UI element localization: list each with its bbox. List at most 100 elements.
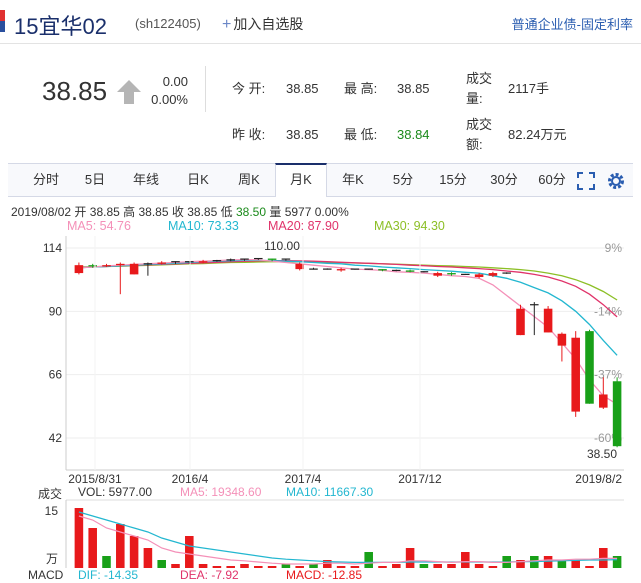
tab-monthly-k[interactable]: 月K [275,163,327,197]
tab-yearline[interactable]: 年线 [132,172,159,187]
volume-ma10-line [78,511,618,564]
divider [205,66,206,112]
volume-bar [557,560,567,568]
x-tick-label: 2017/12 [398,472,442,486]
prev-close-value: 38.85 [286,127,319,142]
volume-bar [102,556,111,568]
volume-bar [198,564,208,568]
stock-header: 15宜华02 (sh122405) + 加入自选股 普通企业债-固定利率 [0,0,641,44]
volume-bar [74,508,84,568]
volume-bar [267,566,277,568]
volume-bar [461,552,470,568]
volume-bar [392,564,401,568]
prev-close-label: 昨 收: [232,127,266,142]
candle-body [129,263,139,275]
volume-bar [226,566,235,568]
volume-bar [419,564,429,568]
ma5-line [78,258,618,405]
add-to-watchlist-button[interactable]: + 加入自选股 [222,14,303,34]
tab-60min[interactable]: 60分 [538,172,566,187]
kline-info-line: 2019/08/02 开 38.85 高 38.85 收 38.85 低 38.… [11,203,349,220]
price-change: 0.00 0.00% [150,73,188,109]
info-date: 2019/08/02 [11,205,72,219]
bond-category: 普通企业债-固定利率 [511,17,633,32]
volume-bar [612,556,622,568]
open-value: 38.85 [286,81,319,96]
macd-dif-legend: DIF: -14.35 [78,568,139,582]
period-tabs: 分时 5日 年线 日K 周K 月K 年K 5分 15分 30分 60分 [8,163,633,197]
ma5-legend: MA5: 54.76 [67,219,131,233]
last-price-label: 38.50 [587,447,617,461]
candle-body [474,274,484,278]
tab-30min[interactable]: 30分 [490,172,518,187]
info-low: 38.50 [235,205,266,219]
info-pct: 0.00% [314,205,349,219]
volume-bar [254,566,263,568]
candle-body [585,331,594,404]
volume-bar [433,564,442,568]
amount-value: 82.24万元 [508,127,567,142]
volume-bar [281,564,291,568]
volume-bar [129,536,139,568]
volume-y-tick: 15 [45,504,59,518]
volume-ma5-legend: MA5: 19348.60 [180,485,262,499]
ma30-legend: MA30: 94.30 [374,219,445,233]
amount-label-2: 额: [466,137,483,152]
volume-bar [336,566,346,568]
pct-tick-label: 9% [605,241,623,255]
change-value: 0.00 [162,74,188,89]
candle-body [116,263,125,266]
candle-body [157,262,166,264]
volume-label-2: 量: [466,91,483,106]
volume-bar [378,566,387,568]
settings-gear-icon[interactable] [606,171,626,191]
tab-15min[interactable]: 15分 [439,172,467,187]
info-high: 38.85 [138,205,169,219]
candle-body [88,265,97,267]
y-tick-label: 42 [49,431,63,445]
y-tick-label: 114 [43,241,62,255]
candle-body [74,265,84,274]
volume-bar [543,556,553,568]
volume-bar [364,552,373,568]
candle-body [295,263,304,270]
candle-body [198,261,208,263]
tab-weekly-k[interactable]: 周K [238,172,260,187]
volume-bar [474,564,484,568]
exchange-flag-icon [0,10,5,32]
volume-bar [571,560,580,568]
candle-body [571,337,580,412]
volume-bar [240,564,249,568]
volume-bar [143,548,153,568]
max-price-label: 110.00 [264,239,300,253]
volume-bar [585,566,594,568]
ma10-legend: MA10: 73.33 [168,219,239,233]
tab-intraday[interactable]: 分时 [32,172,59,187]
info-open-label: 开 [74,205,87,219]
volume-bar [323,560,332,568]
candle-body [599,394,608,408]
info-low-label: 低 [220,205,233,219]
ma30-line [78,261,618,301]
macd-label: MACD [28,568,64,582]
info-open: 38.85 [89,205,120,219]
open-label: 今 开: [232,81,266,96]
volume-label: 成交 [38,487,63,501]
fullscreen-icon[interactable] [577,172,595,190]
tab-yearly-k[interactable]: 年K [342,172,364,187]
tab-5day[interactable]: 5日 [84,172,106,187]
tab-5min[interactable]: 5分 [392,172,414,187]
candle-body [612,381,622,447]
high-value: 38.85 [397,81,430,96]
tab-daily-k[interactable]: 日K [187,172,209,187]
volume-bar [157,560,166,568]
x-tick-label: 2017/4 [285,472,322,486]
volume-bar [295,566,304,568]
macd-macd-legend: MACD: -12.85 [286,568,363,582]
ma10-line [78,259,618,356]
y-tick-label: 66 [49,368,63,382]
volume-unit-label: 万 [46,552,58,566]
x-tick-label: 2015/8/31 [68,472,122,486]
low-label: 最 低: [344,127,378,142]
